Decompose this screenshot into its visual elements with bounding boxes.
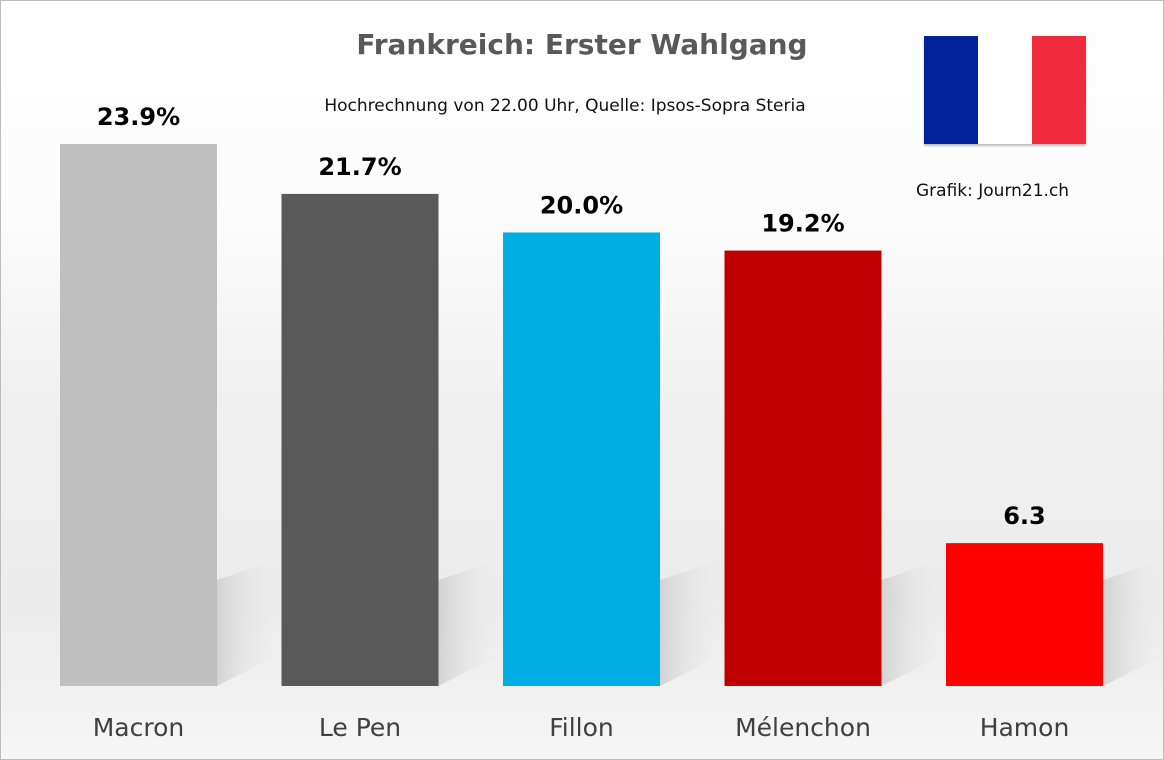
category-label: Hamon — [980, 713, 1070, 742]
bar-shadow — [660, 560, 720, 686]
flag-white-stripe — [978, 36, 1032, 144]
data-label: 20.0% — [540, 191, 623, 219]
bar-mélenchon — [724, 250, 882, 687]
data-label: 23.9% — [97, 103, 180, 131]
flag-red-stripe — [1032, 36, 1086, 144]
french-flag-icon — [924, 36, 1086, 144]
data-label: 6.3 — [1003, 502, 1046, 530]
category-label: Macron — [93, 713, 185, 742]
flag-blue-stripe — [924, 36, 978, 144]
bar-shadow — [217, 560, 277, 686]
bar-shadow — [438, 560, 499, 686]
bar-macron — [60, 144, 217, 686]
bar-fillon — [503, 232, 660, 686]
category-label: Fillon — [549, 713, 614, 742]
bar-shadow — [1103, 560, 1163, 686]
bar-hamon — [946, 543, 1103, 686]
category-label: Le Pen — [319, 713, 401, 742]
category-label: Mélenchon — [735, 713, 871, 742]
chart-credit: Grafik: Journ21.ch — [916, 181, 1070, 201]
bar-shadow — [881, 560, 942, 686]
chart-subtitle: Hochrechnung von 22.00 Uhr, Quelle: Ipso… — [324, 96, 806, 116]
data-label: 19.2% — [761, 210, 844, 238]
bar-le-pen — [281, 193, 439, 686]
data-label: 21.7% — [318, 153, 401, 181]
chart-title: Frankreich: Erster Wahlgang — [356, 28, 808, 61]
